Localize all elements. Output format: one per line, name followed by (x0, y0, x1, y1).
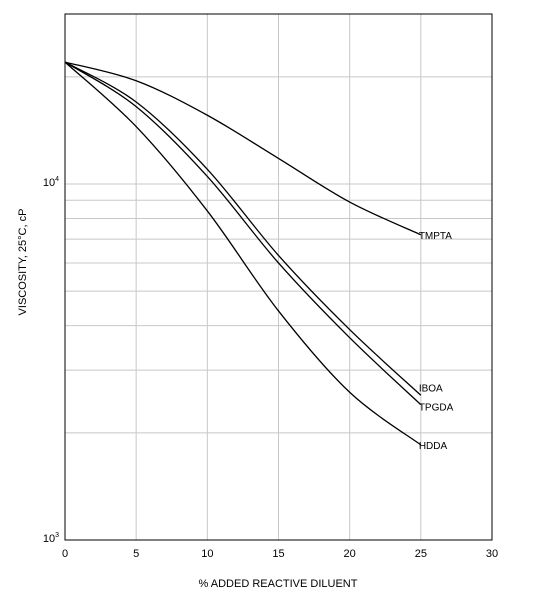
series-label-tmpta: TMPTA (419, 231, 452, 242)
series-label-hdda: HDDA (419, 441, 448, 452)
x-tick-label: 5 (133, 548, 139, 560)
y-tick-label: 104 (43, 176, 59, 189)
series-line-hdda (64, 61, 422, 446)
x-tick-label: 10 (201, 548, 213, 560)
y-axis-title: VISCOSITY, 25°C, cP (17, 209, 29, 316)
y-tick-label: 103 (43, 532, 59, 545)
grid (65, 14, 492, 540)
x-tick-labels: 0 5 10 15 20 25 30 (62, 548, 498, 560)
series-line-iboa (64, 61, 422, 396)
series-line-tpgda (64, 61, 422, 406)
x-tick-label: 15 (272, 548, 284, 560)
series-group: TMPTA IBOA TPGDA HDDA (64, 61, 454, 452)
plot-frame (64, 13, 493, 541)
x-tick-label: 0 (62, 548, 68, 560)
series-label-iboa: IBOA (419, 383, 443, 394)
x-tick-label: 25 (415, 548, 427, 560)
y-tick-labels: 104 103 (43, 176, 59, 545)
x-axis-title: % ADDED REACTIVE DILUENT (199, 578, 358, 590)
x-tick-label: 30 (486, 548, 498, 560)
series-line-tmpta (64, 61, 422, 236)
x-tick-label: 20 (344, 548, 356, 560)
series-label-tpgda: TPGDA (419, 403, 454, 414)
